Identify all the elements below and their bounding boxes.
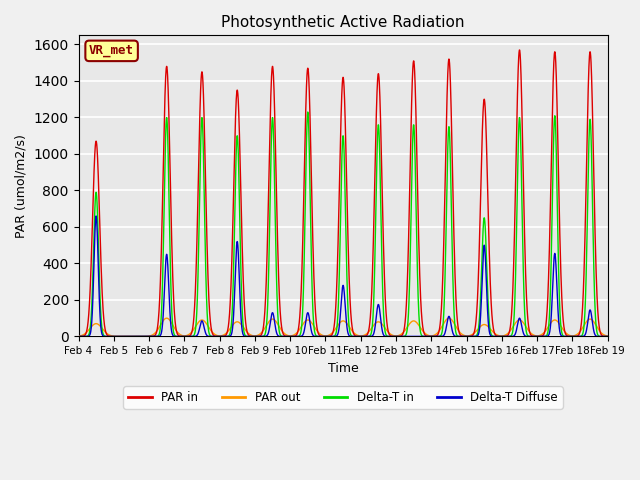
Text: VR_met: VR_met: [89, 44, 134, 58]
Title: Photosynthetic Active Radiation: Photosynthetic Active Radiation: [221, 15, 465, 30]
Y-axis label: PAR (umol/m2/s): PAR (umol/m2/s): [15, 134, 28, 238]
X-axis label: Time: Time: [328, 362, 358, 375]
Legend: PAR in, PAR out, Delta-T in, Delta-T Diffuse: PAR in, PAR out, Delta-T in, Delta-T Dif…: [124, 386, 563, 409]
